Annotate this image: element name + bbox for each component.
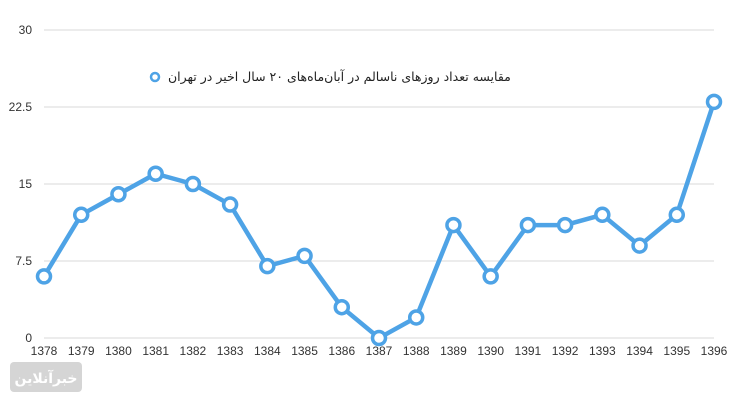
x-tick-label: 1392 bbox=[552, 344, 579, 358]
x-tick-label: 1378 bbox=[31, 344, 58, 358]
y-tick-label: 15 bbox=[19, 177, 33, 191]
x-tick-label: 1396 bbox=[701, 344, 728, 358]
x-tick-label: 1379 bbox=[68, 344, 95, 358]
data-point bbox=[147, 165, 164, 182]
data-point bbox=[594, 206, 611, 224]
x-tick-label: 1383 bbox=[217, 344, 244, 358]
data-point bbox=[221, 196, 239, 213]
x-tick-label: 1382 bbox=[180, 344, 207, 358]
data-point bbox=[184, 175, 202, 193]
data-point bbox=[370, 329, 388, 347]
y-axis-ticks: 0 7.5 15 22.5 30 bbox=[9, 23, 33, 345]
data-point bbox=[333, 298, 351, 316]
data-series bbox=[35, 93, 723, 347]
watermark-logo: خبرآنلاین bbox=[10, 362, 82, 392]
x-tick-label: 1387 bbox=[366, 344, 393, 358]
watermark-badge bbox=[10, 362, 82, 392]
x-tick-label: 1394 bbox=[626, 344, 653, 358]
x-axis-ticks: 1378 1379 1380 1381 1382 1383 1384 1385 1386 1387… bbox=[31, 344, 728, 358]
x-tick-label: 1384 bbox=[254, 344, 281, 358]
data-point bbox=[631, 237, 648, 254]
y-tick-label: 30 bbox=[19, 23, 33, 37]
x-tick-label: 1380 bbox=[105, 344, 132, 358]
x-tick-label: 1389 bbox=[440, 344, 467, 358]
data-point bbox=[519, 216, 537, 234]
grid-lines bbox=[44, 29, 714, 339]
x-tick-label: 1393 bbox=[589, 344, 616, 358]
y-tick-label: 7.5 bbox=[15, 254, 32, 268]
data-point bbox=[445, 216, 462, 234]
data-point bbox=[407, 309, 425, 326]
data-point bbox=[259, 257, 276, 275]
data-point bbox=[110, 186, 127, 203]
x-tick-label: 1385 bbox=[291, 344, 318, 358]
legend: مقایسه تعداد روزهای ناسالم در آبان‌ماه‌ه… bbox=[149, 69, 511, 85]
legend-marker bbox=[149, 71, 161, 83]
data-point bbox=[296, 247, 313, 265]
y-tick-label: 22.5 bbox=[9, 100, 33, 114]
watermark-text: خبرآنلاین bbox=[14, 369, 77, 387]
data-point bbox=[705, 93, 723, 111]
x-tick-label: 1388 bbox=[403, 344, 430, 358]
x-tick-label: 1386 bbox=[328, 344, 355, 358]
data-point bbox=[72, 206, 90, 224]
data-point bbox=[668, 206, 686, 224]
x-tick-label: 1391 bbox=[515, 344, 542, 358]
series-line bbox=[41, 99, 717, 341]
x-tick-label: 1381 bbox=[142, 344, 169, 358]
x-tick-label: 1390 bbox=[477, 344, 504, 358]
x-tick-label: 1395 bbox=[663, 344, 690, 358]
data-point bbox=[482, 268, 499, 285]
y-tick-label: 0 bbox=[25, 331, 32, 345]
data-point bbox=[556, 216, 574, 234]
legend-label: مقایسه تعداد روزهای ناسالم در آبان‌ماه‌ه… bbox=[168, 69, 511, 85]
data-point bbox=[35, 268, 53, 285]
